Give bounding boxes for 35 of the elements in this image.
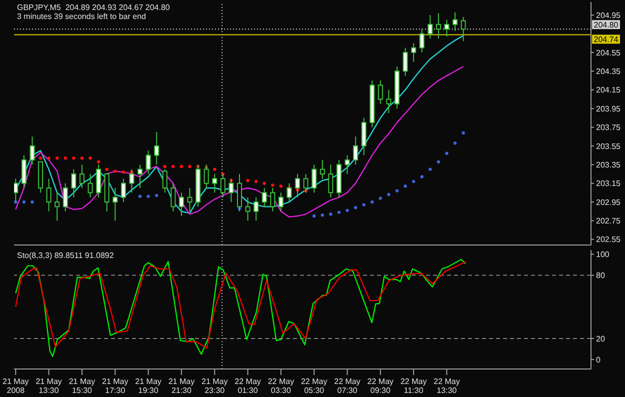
text: 3 minutes 39 seconds left to bar end xyxy=(17,12,147,21)
y-tick-label: 202.75 xyxy=(596,216,622,226)
y-tick-label: 203.35 xyxy=(596,160,622,170)
x-tick-label: 21 May 23:30 xyxy=(202,377,228,395)
y-tick-label: 204.55 xyxy=(596,48,622,58)
x-tick-label: 22 May 11:30 xyxy=(400,377,427,395)
y-tick-label: 203.15 xyxy=(596,179,622,188)
y-tick-label: 203.55 xyxy=(596,142,622,151)
x-tick-label: 22 May 09:30 xyxy=(367,377,394,395)
chart-title: Sto(8,3,3) 89.8511 91.0892 xyxy=(17,251,114,260)
x-tick-label: 21 May 21:30 xyxy=(168,377,195,395)
y-tick-label: 203.95 xyxy=(596,104,622,114)
chart-title: GBPJPY,M5 204.89 204.93 204.67 204.80 xyxy=(17,3,170,12)
y-tick-label: 0 xyxy=(596,355,601,364)
x-tick-label: 21 May 15:30 xyxy=(68,377,96,395)
x-tick-label: 21 May 19:30 xyxy=(135,377,162,395)
y-tick-label: 80 xyxy=(596,271,606,280)
ref-line-label: 204.80 xyxy=(594,20,619,30)
y-tick-label: 203.75 xyxy=(596,123,622,132)
x-tick-label: 22 May 01:30 xyxy=(234,377,261,395)
y-tick-label: 204.35 xyxy=(596,67,622,76)
y-tick-label: 204.15 xyxy=(596,86,622,95)
x-tick-label: 21 May 2008 xyxy=(2,377,29,395)
y-tick-label: 202.55 xyxy=(596,235,622,244)
x-tick-label: 22 May 05:30 xyxy=(300,377,328,395)
ref-line-label: 204.74 xyxy=(594,35,619,44)
y-tick-label: 204.95 xyxy=(596,10,622,20)
x-tick-label: 22 May 07:30 xyxy=(334,377,360,395)
x-tick-label: 22 May 13:30 xyxy=(434,377,460,395)
y-tick-label: 202.95 xyxy=(596,198,622,207)
x-tick-label: 21 May 17:30 xyxy=(102,377,128,395)
x-tick-label: 21 May 13:30 xyxy=(36,377,62,395)
y-tick-label: 100 xyxy=(596,250,610,260)
x-tick-label: 22 May 03:30 xyxy=(268,377,294,395)
y-tick-label: 20 xyxy=(596,334,606,344)
